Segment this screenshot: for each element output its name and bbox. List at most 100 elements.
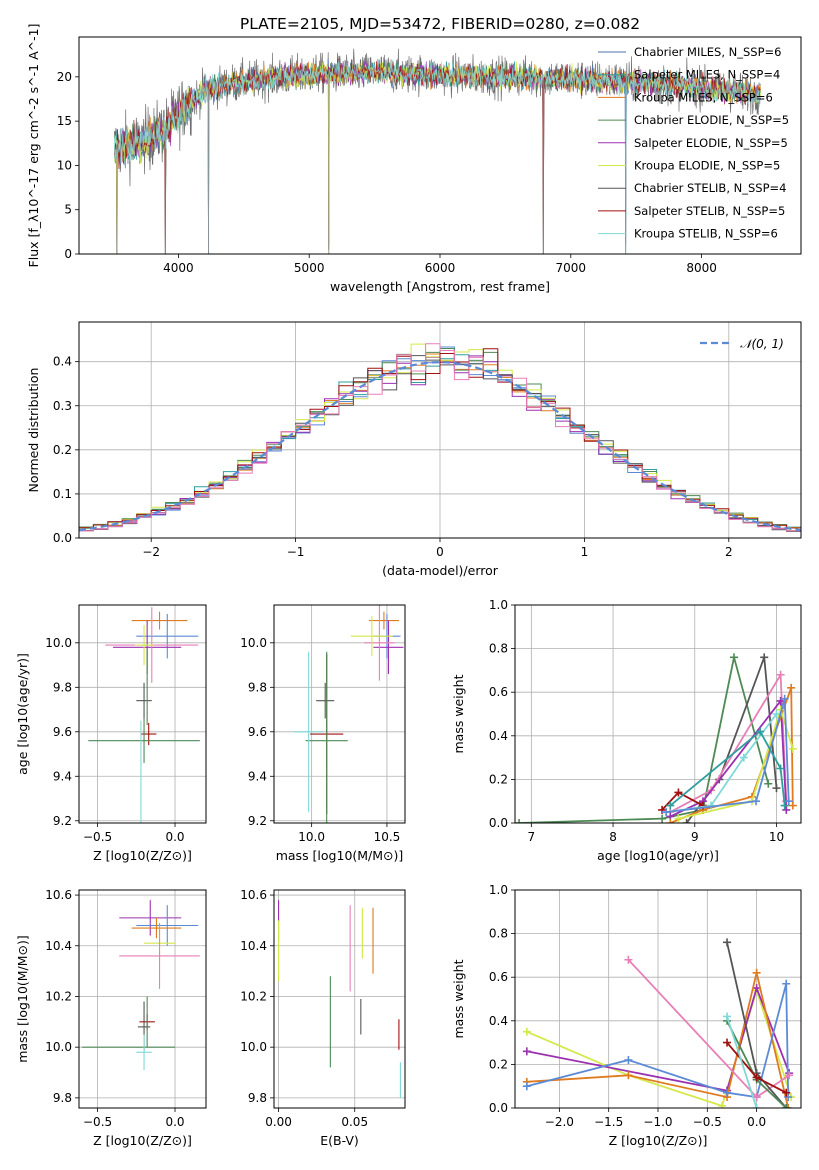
- data-point: [682, 819, 691, 823]
- histogram-step: [79, 343, 801, 532]
- legend-label: 𝒩(0, 1): [740, 337, 784, 351]
- plot-area: [278, 900, 401, 1098]
- legend-label: Kroupa MILES, N_SSP=6: [634, 90, 773, 104]
- y-tick-label: 0.6: [489, 685, 508, 699]
- plot-area: [522, 938, 796, 1108]
- x-tick-label: 8: [609, 830, 617, 844]
- data-point: [624, 1071, 633, 1080]
- data-point: [723, 1038, 732, 1047]
- x-tick-label: 4000: [163, 261, 194, 275]
- x-axis-label: wavelength [Angstrom, rest frame]: [330, 279, 550, 294]
- x-tick-label: 9: [691, 830, 699, 844]
- panel-age_vs_Z: −0.5 0.0 9.2 9.4 9.6 9.8 10.0 Z [log10(Z/Z⊙)] ag…: [15, 604, 207, 863]
- mass-weight-line: [519, 657, 770, 823]
- plot-area: [293, 605, 404, 823]
- plot-area: [79, 343, 801, 532]
- x-tick-label: 0.05: [341, 1115, 368, 1129]
- y-tick-label: 9.2: [248, 814, 267, 828]
- panel-mass_vs_Z: −0.5 0.0 9.8 10.0 10.2 10.4 10.6 Z [log10(Z/Z⊙)…: [15, 888, 207, 1148]
- spectrum-line: [113, 60, 761, 254]
- plot-area: [113, 48, 761, 254]
- mass-weight-line: [726, 1016, 758, 1108]
- legend: Chabrier MILES, N_SSP=6 Salpeter MILES, N…: [598, 45, 789, 241]
- data-point: [658, 814, 667, 823]
- legend-label: Chabrier STELIB, N_SSP=4: [634, 181, 786, 195]
- data-point: [723, 1012, 732, 1021]
- data-point: [752, 797, 761, 806]
- data-point: [522, 1082, 531, 1091]
- x-tick-label: 5000: [294, 261, 325, 275]
- y-tick-label: 20: [57, 70, 72, 84]
- axes-frame: [273, 604, 406, 824]
- x-tick-label: 10: [769, 830, 784, 844]
- data-point: [776, 670, 785, 679]
- y-tick-label: 9.8: [53, 1091, 72, 1105]
- data-point: [772, 710, 781, 718]
- panel-mw_vs_Z: −2.0 −1.5 −1.0 −0.5 0.0 0.0 0.2 0.4 0.6 0.8 1.0 Z […: [451, 883, 802, 1148]
- y-tick-label: 0.6: [489, 970, 508, 984]
- data-point: [782, 1088, 791, 1097]
- legend: 𝒩(0, 1): [700, 337, 784, 351]
- data-point: [787, 683, 796, 692]
- mass-weight-line: [669, 730, 786, 807]
- data-point: [782, 1104, 791, 1108]
- data-point: [522, 1027, 531, 1036]
- y-tick-label: 10.0: [45, 1040, 72, 1054]
- y-tick-label: 9.8: [248, 680, 267, 694]
- x-tick-label: −1.5: [594, 1115, 623, 1129]
- legend-label: Kroupa ELODIE, N_SSP=5: [634, 159, 780, 173]
- y-axis-label: age [log10(age/yr)]: [15, 653, 30, 775]
- data-point: [780, 801, 789, 810]
- x-tick-label: 7: [528, 830, 536, 844]
- y-tick-label: 0.0: [489, 1101, 508, 1115]
- plot-area: [88, 607, 200, 823]
- y-tick-label: 10.0: [240, 1040, 267, 1054]
- x-axis-label: Z [log10(Z/Z⊙)]: [609, 1133, 708, 1148]
- y-tick-label: 10.4: [45, 939, 72, 953]
- x-tick-label: −0.5: [693, 1115, 722, 1129]
- y-axis-label: mass weight: [451, 959, 466, 1038]
- y-tick-label: 15: [57, 114, 72, 128]
- plot-area: [82, 900, 200, 1070]
- y-tick-label: 0.4: [489, 729, 508, 743]
- y-tick-label: 0.3: [53, 399, 72, 413]
- axes-frame: [514, 889, 802, 1109]
- axes-frame: [78, 889, 207, 1109]
- y-tick-label: 0.8: [489, 642, 508, 656]
- data-point: [674, 788, 683, 797]
- y-tick-label: 0.0: [53, 531, 72, 545]
- data-point: [658, 805, 667, 814]
- axes-frame: [78, 321, 802, 539]
- data-point: [752, 968, 761, 977]
- data-point: [522, 1047, 531, 1056]
- data-point: [760, 653, 769, 662]
- data-point: [718, 1101, 727, 1108]
- x-tick-label: 2: [725, 545, 733, 559]
- x-tick-label: 0: [436, 545, 444, 559]
- data-point: [739, 753, 748, 762]
- axes-frame: [78, 604, 207, 824]
- y-tick-label: 9.2: [53, 814, 72, 828]
- y-tick-label: 5: [64, 203, 72, 217]
- y-tick-label: 0: [64, 247, 72, 261]
- y-tick-label: 0.2: [489, 772, 508, 786]
- y-tick-label: 0.4: [489, 1014, 508, 1028]
- x-tick-label: −0.5: [83, 1115, 112, 1129]
- panel-age_vs_mass: 10.0 10.5 9.2 9.4 9.6 9.8 10.0 mass [log10(M/M⊙…: [240, 604, 406, 863]
- y-axis-label: Normed distribution: [26, 368, 41, 493]
- y-tick-label: 1.0: [489, 598, 508, 612]
- data-point: [788, 801, 797, 810]
- x-tick-label: 0.0: [165, 830, 184, 844]
- data-point: [785, 1071, 794, 1080]
- y-axis-label: mass [log10(M/M⊙)]: [15, 935, 30, 1063]
- x-axis-label: mass [log10(M/M⊙)]: [276, 848, 404, 863]
- data-point: [756, 727, 765, 736]
- x-axis-label: Z [log10(Z/Z⊙)]: [93, 1133, 192, 1148]
- legend-label: Salpeter STELIB, N_SSP=5: [634, 204, 785, 218]
- data-point: [662, 808, 671, 817]
- y-tick-label: 0.2: [53, 443, 72, 457]
- data-point: [780, 694, 789, 703]
- x-tick-label: −1: [287, 545, 305, 559]
- x-tick-label: 10.5: [374, 830, 401, 844]
- x-tick-label: 0.00: [265, 1115, 292, 1129]
